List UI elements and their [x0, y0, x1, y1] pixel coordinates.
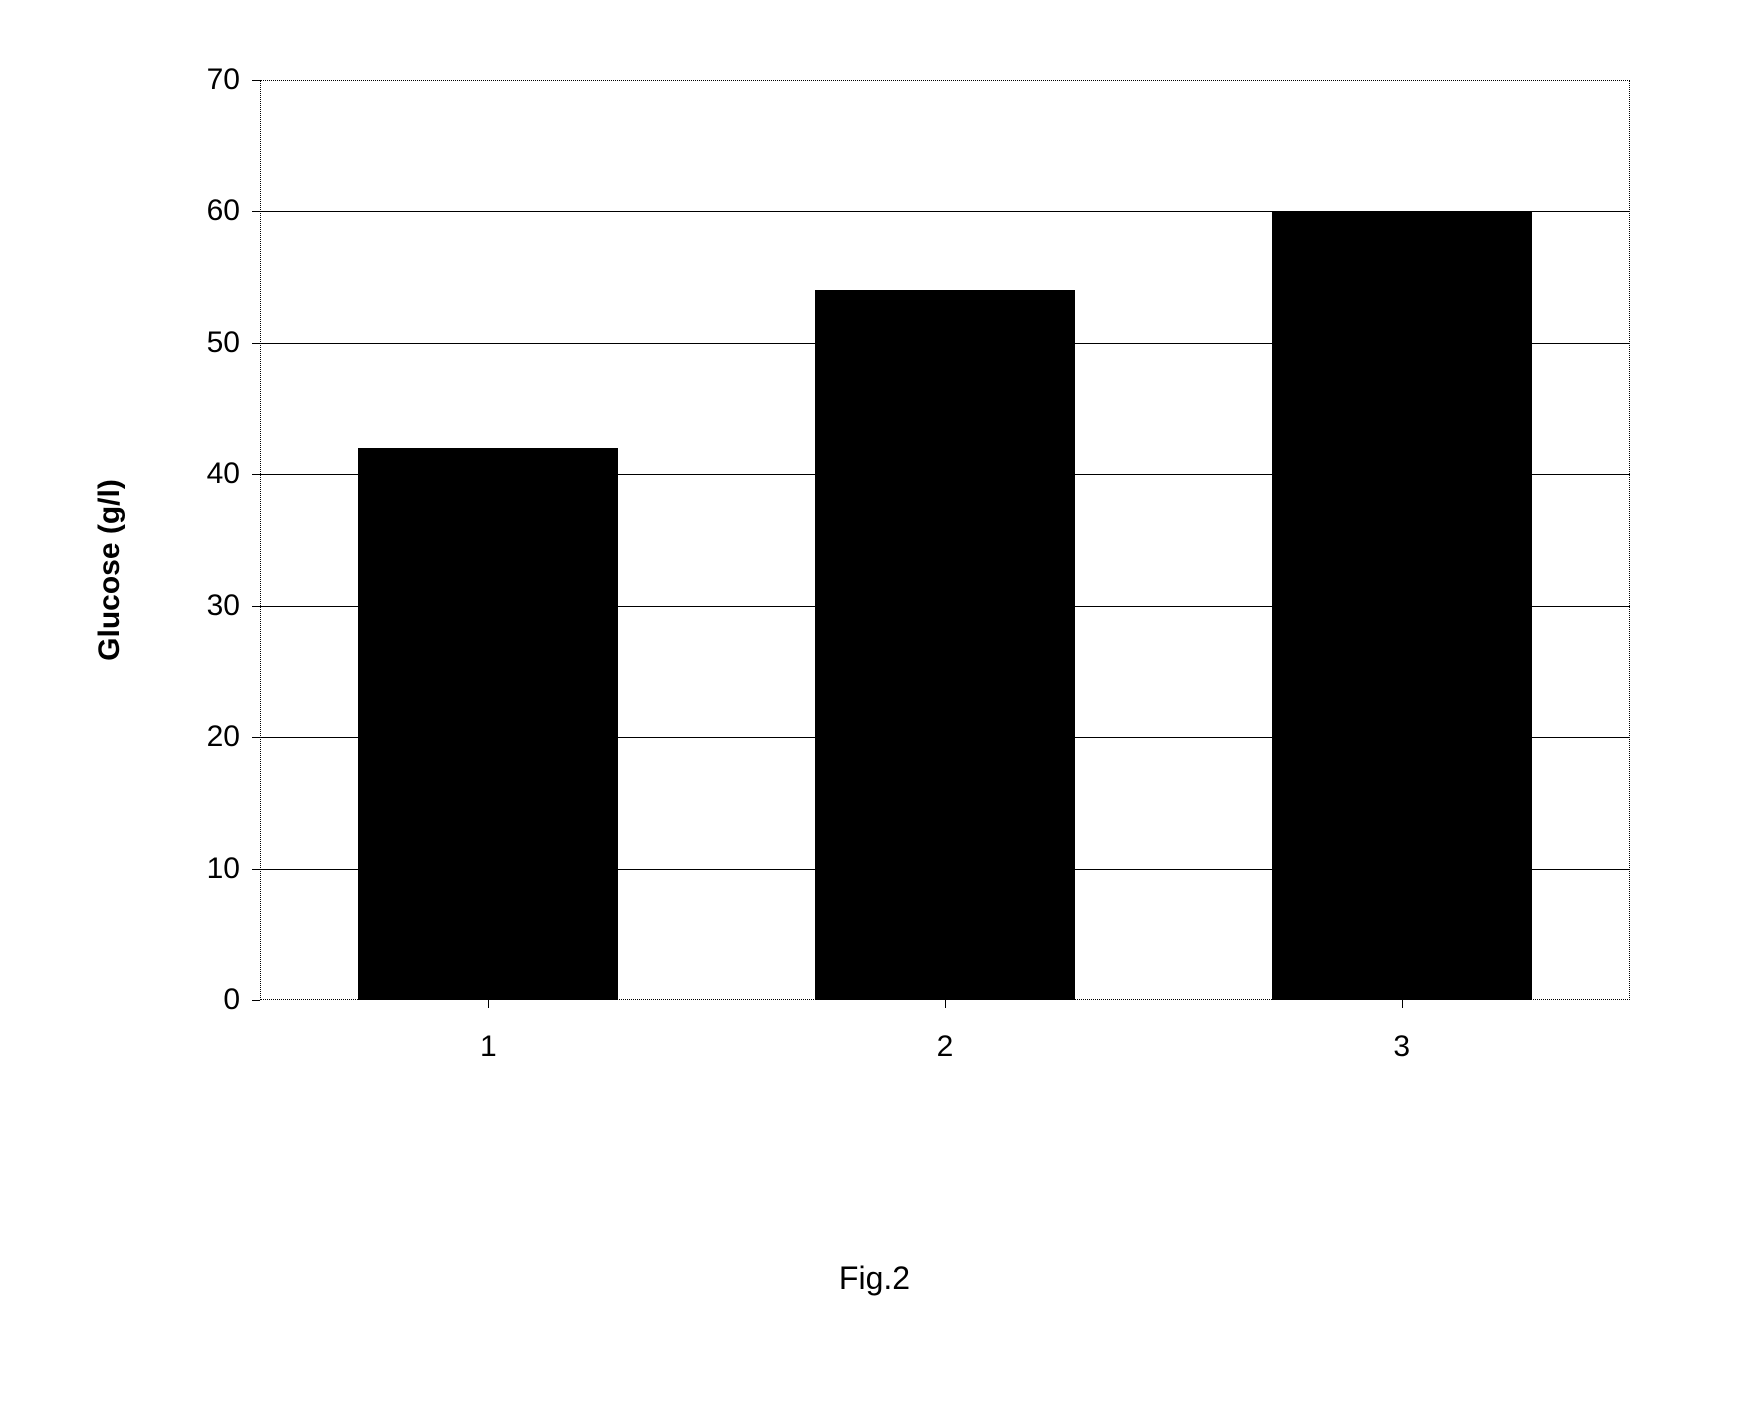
y-tick-label: 20 [160, 720, 240, 754]
plot-border-top [260, 80, 1630, 81]
y-tick-label: 10 [160, 852, 240, 886]
y-tick-mark [252, 869, 260, 870]
page: Glucose (g/l) 0 10 20 30 40 50 60 70 1 2 3 Fig.2 [0, 0, 1749, 1422]
y-tick-mark [252, 1000, 260, 1001]
plot-border-left [260, 80, 261, 1000]
plot-area [260, 80, 1630, 1000]
y-tick-mark [252, 474, 260, 475]
y-axis-label: Glucose (g/l) [93, 479, 127, 661]
y-tick-mark [252, 606, 260, 607]
y-tick-label: 50 [160, 326, 240, 360]
bar [1272, 211, 1532, 1000]
x-tick-mark [945, 1000, 946, 1008]
x-tick-mark [488, 1000, 489, 1008]
y-tick-mark [252, 211, 260, 212]
y-tick-label: 60 [160, 194, 240, 228]
x-tick-label: 1 [480, 1030, 497, 1064]
figure-caption: Fig.2 [839, 1260, 910, 1297]
y-tick-label: 0 [160, 983, 240, 1017]
x-tick-label: 3 [1393, 1030, 1410, 1064]
x-tick-label: 2 [937, 1030, 954, 1064]
plot-border-right [1629, 80, 1630, 1000]
bar [815, 290, 1075, 1000]
bar-chart: Glucose (g/l) 010203040506070 123 [100, 70, 1660, 1070]
bar [358, 448, 618, 1000]
y-tick-mark [252, 80, 260, 81]
x-tick-mark [1402, 1000, 1403, 1008]
y-tick-label: 40 [160, 457, 240, 491]
x-tick-labels: 1 2 3 [260, 1010, 1630, 1070]
y-tick-mark [252, 343, 260, 344]
y-tick-label: 30 [160, 589, 240, 623]
y-tick-label: 70 [160, 63, 240, 97]
y-tick-mark [252, 737, 260, 738]
y-tick-labels: 010203040506070 [160, 70, 240, 1070]
